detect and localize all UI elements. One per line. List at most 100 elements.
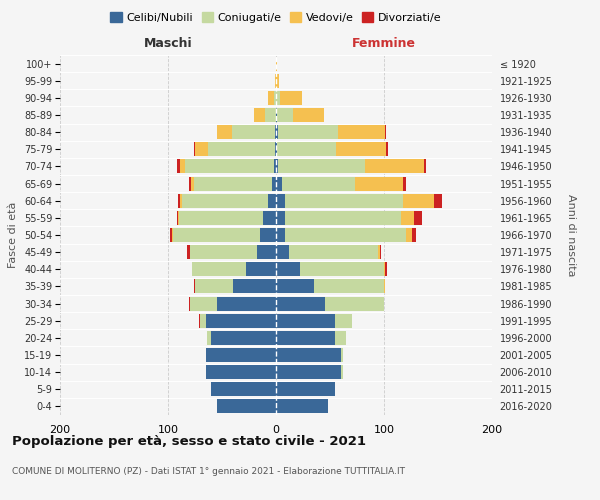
Bar — [278, 160, 365, 173]
Bar — [284, 228, 406, 242]
Bar — [274, 91, 276, 105]
Bar — [338, 125, 385, 139]
Text: Popolazione per età, sesso e stato civile - 2021: Popolazione per età, sesso e stato civil… — [12, 435, 366, 448]
Bar — [268, 194, 276, 207]
Bar — [194, 142, 195, 156]
Bar — [190, 296, 217, 310]
Bar — [277, 108, 293, 122]
Bar — [276, 348, 341, 362]
Bar — [276, 296, 325, 310]
Bar — [173, 228, 260, 242]
Bar — [284, 194, 403, 207]
Bar — [276, 194, 284, 207]
Bar — [276, 314, 335, 328]
Bar — [194, 176, 272, 190]
Bar — [206, 365, 276, 379]
Bar — [335, 331, 346, 345]
Bar — [188, 296, 190, 310]
Bar — [176, 211, 178, 225]
Bar — [182, 194, 268, 207]
Y-axis label: Anni di nascita: Anni di nascita — [566, 194, 577, 276]
Bar — [207, 331, 211, 345]
Bar — [384, 280, 385, 293]
Text: Femmine: Femmine — [352, 37, 416, 50]
Bar — [300, 262, 384, 276]
Bar — [275, 142, 276, 156]
Bar — [268, 91, 274, 105]
Bar — [272, 176, 276, 190]
Bar — [335, 314, 352, 328]
Bar — [377, 245, 380, 259]
Bar — [254, 108, 265, 122]
Bar — [199, 314, 200, 328]
Text: Maschi: Maschi — [143, 37, 193, 50]
Bar — [277, 142, 337, 156]
Bar — [276, 365, 341, 379]
Bar — [284, 211, 401, 225]
Bar — [206, 348, 276, 362]
Bar — [365, 160, 424, 173]
Bar — [385, 125, 386, 139]
Bar — [232, 125, 275, 139]
Bar — [200, 314, 206, 328]
Bar — [263, 211, 276, 225]
Bar — [188, 176, 191, 190]
Bar — [208, 142, 275, 156]
Bar — [276, 91, 280, 105]
Bar — [217, 296, 276, 310]
Bar — [341, 365, 343, 379]
Bar — [414, 211, 422, 225]
Bar — [355, 176, 403, 190]
Bar — [293, 108, 323, 122]
Bar — [211, 331, 276, 345]
Bar — [178, 211, 179, 225]
Bar — [276, 400, 328, 413]
Bar — [276, 176, 283, 190]
Bar — [257, 245, 276, 259]
Bar — [278, 125, 338, 139]
Bar — [276, 56, 277, 70]
Bar — [194, 280, 195, 293]
Bar — [289, 245, 377, 259]
Bar — [337, 142, 386, 156]
Bar — [276, 280, 314, 293]
Bar — [314, 280, 384, 293]
Bar — [274, 160, 276, 173]
Bar — [403, 176, 406, 190]
Bar — [276, 211, 284, 225]
Text: COMUNE DI MOLITERNO (PZ) - Dati ISTAT 1° gennaio 2021 - Elaborazione TUTTITALIA.: COMUNE DI MOLITERNO (PZ) - Dati ISTAT 1°… — [12, 468, 405, 476]
Bar — [170, 228, 172, 242]
Legend: Celibi/Nubili, Coniugati/e, Vedovi/e, Divorziati/e: Celibi/Nubili, Coniugati/e, Vedovi/e, Di… — [106, 8, 446, 28]
Bar — [401, 211, 414, 225]
Bar — [386, 142, 388, 156]
Bar — [276, 382, 335, 396]
Bar — [384, 262, 385, 276]
Bar — [280, 91, 302, 105]
Bar — [233, 280, 276, 293]
Bar — [195, 280, 233, 293]
Bar — [276, 160, 278, 173]
Bar — [341, 348, 343, 362]
Bar — [178, 194, 180, 207]
Bar — [275, 125, 276, 139]
Y-axis label: Fasce di età: Fasce di età — [8, 202, 19, 268]
Bar — [276, 228, 284, 242]
Bar — [276, 125, 278, 139]
Bar — [276, 245, 289, 259]
Bar — [283, 176, 355, 190]
Bar — [434, 194, 442, 207]
Bar — [172, 228, 173, 242]
Bar — [176, 160, 180, 173]
Bar — [403, 194, 434, 207]
Bar — [191, 176, 194, 190]
Bar — [217, 125, 232, 139]
Bar — [412, 228, 416, 242]
Bar — [187, 245, 190, 259]
Bar — [185, 160, 274, 173]
Bar — [385, 262, 387, 276]
Bar — [265, 108, 276, 122]
Bar — [276, 142, 277, 156]
Bar — [424, 160, 426, 173]
Bar — [276, 74, 279, 88]
Bar — [190, 245, 257, 259]
